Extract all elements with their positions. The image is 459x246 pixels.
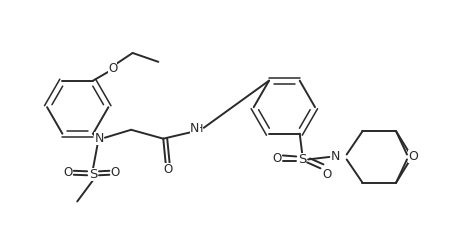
Text: S: S <box>89 168 97 181</box>
Text: O: O <box>108 62 117 75</box>
Text: O: O <box>322 168 331 181</box>
Text: O: O <box>272 152 281 165</box>
Text: O: O <box>111 166 120 179</box>
Text: O: O <box>163 163 172 176</box>
Text: N: N <box>330 151 339 163</box>
Text: O: O <box>63 166 73 179</box>
Text: H: H <box>194 124 202 134</box>
Text: N: N <box>94 132 103 145</box>
Text: S: S <box>297 153 306 166</box>
Text: N: N <box>190 122 199 135</box>
Text: O: O <box>408 151 417 163</box>
